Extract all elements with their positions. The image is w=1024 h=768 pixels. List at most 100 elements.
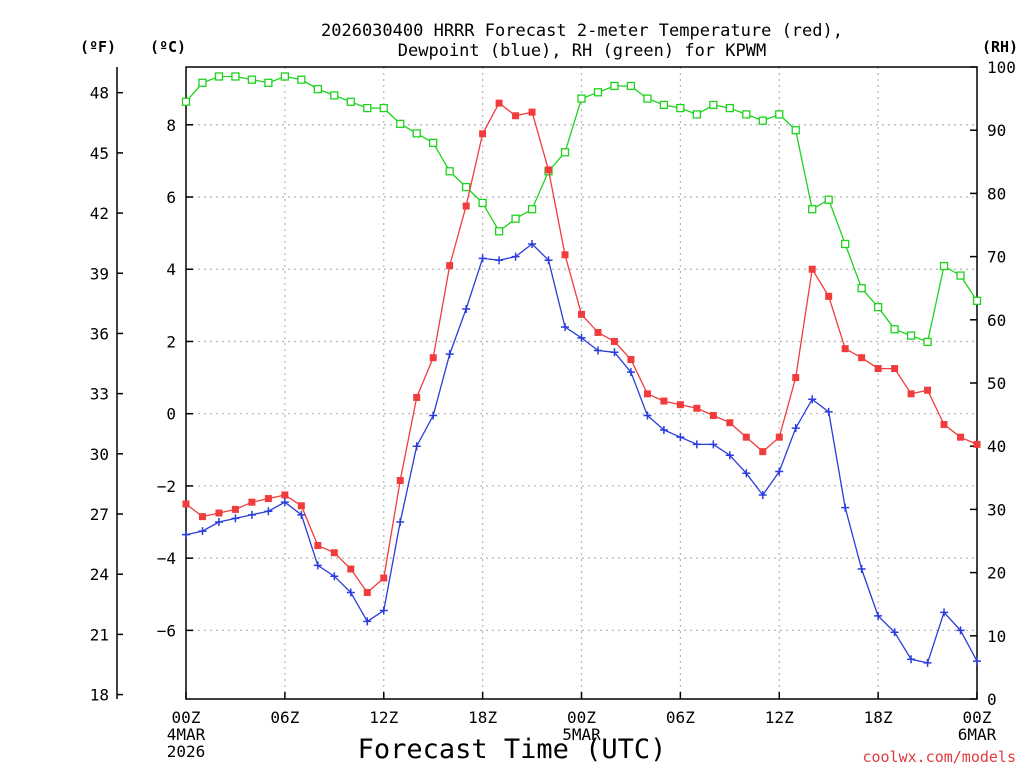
dewpoint-point	[824, 407, 833, 416]
fahrenheit-tick-label: 18	[90, 686, 109, 705]
rh-point	[511, 214, 520, 223]
temperature-point	[957, 433, 965, 441]
fahrenheit-tick-label: 36	[90, 324, 109, 343]
x-tick-label: 06Z	[270, 708, 299, 727]
rh-point	[775, 110, 784, 119]
dewpoint-point	[429, 411, 438, 420]
dewpoint-point	[511, 252, 520, 261]
dewpoint-point	[643, 411, 652, 420]
dewpoint-point	[231, 514, 240, 523]
rh-point	[560, 148, 570, 157]
celsius-tick-label: 4	[166, 260, 176, 279]
temperature-point	[413, 393, 421, 401]
fahrenheit-tick-label: 42	[90, 204, 109, 223]
rh-tick-label: 90	[987, 121, 1006, 140]
dewpoint-point	[676, 433, 685, 442]
temperature-point	[231, 505, 239, 513]
celsius-tick-label: −2	[157, 477, 176, 496]
rh-point	[972, 296, 982, 305]
rh-tick-label: 70	[987, 248, 1006, 267]
temperature-point	[693, 404, 701, 412]
rh-point	[297, 75, 306, 84]
dewpoint-point	[907, 655, 916, 664]
fahrenheit-tick-label: 30	[90, 445, 109, 464]
rh-point	[478, 198, 487, 208]
temperature-point	[775, 433, 783, 441]
temperature-point	[215, 509, 223, 517]
temperature-point	[841, 345, 849, 353]
temperature-point	[347, 565, 355, 573]
dewpoint-point	[923, 658, 932, 667]
rh-point	[198, 78, 207, 87]
rh-point	[247, 75, 257, 84]
dewpoint-point	[874, 611, 883, 620]
x-tick-label: 18Z	[468, 708, 497, 727]
temperature-point	[363, 588, 371, 596]
dewpoint-point	[528, 239, 537, 248]
temperature-point	[314, 542, 322, 550]
dewpoint-point	[725, 451, 734, 460]
fahrenheit-tick-label: 39	[90, 264, 109, 283]
temperature-point	[594, 328, 602, 336]
rh-tick-label: 10	[987, 627, 1006, 646]
temperature-point	[182, 500, 190, 508]
temperature-point	[495, 99, 503, 107]
dewpoint-point	[462, 304, 471, 313]
rh-point	[610, 81, 619, 91]
rh-point	[527, 205, 537, 214]
temperature-point	[940, 421, 948, 429]
dewpoint-point	[280, 498, 289, 507]
rh-tick-label: 30	[987, 500, 1006, 519]
temperature-point	[479, 130, 487, 138]
dewpoint-point	[214, 518, 223, 527]
x-tick-date-label: 6MAR	[958, 725, 997, 744]
temperature-point	[742, 433, 750, 441]
axis-layer: 1821242730333639424548−6−4−2024680102030…	[90, 58, 1016, 761]
dewpoint-point	[692, 440, 701, 449]
rh-point	[445, 167, 454, 176]
temperature-point	[248, 498, 256, 506]
rh-point	[676, 103, 685, 113]
temperature-point	[528, 108, 536, 116]
rh-point	[593, 88, 603, 97]
x-tick-label: 00Z	[963, 708, 992, 727]
temperature-point	[198, 513, 206, 521]
rh-point	[742, 110, 751, 119]
dewpoint-point	[478, 254, 487, 263]
dewpoint-point	[742, 469, 751, 478]
dewpoint-point	[577, 333, 586, 342]
fahrenheit-axis-unit: (ºF)	[80, 38, 116, 56]
dewpoint-point	[890, 628, 899, 637]
temperature-point	[643, 390, 651, 398]
fahrenheit-tick-label: 27	[90, 505, 109, 524]
temperature-point	[907, 390, 915, 398]
rh-point	[577, 94, 586, 103]
rh-tick-label: 80	[987, 184, 1006, 203]
chart-title-line1: 2026030400 HRRR Forecast 2-meter Tempera…	[321, 21, 843, 41]
fahrenheit-tick-label: 48	[90, 84, 109, 103]
rh-point	[659, 100, 669, 110]
temperature-point	[545, 166, 553, 174]
rh-point	[808, 205, 817, 214]
celsius-tick-label: 2	[166, 332, 176, 351]
temperature-point	[858, 354, 866, 362]
rh-tick-label: 60	[987, 311, 1006, 330]
dewpoint-point	[561, 323, 570, 332]
dewpoint-point	[313, 561, 322, 570]
temperature-point	[924, 386, 932, 394]
celsius-tick-label: −6	[157, 621, 176, 640]
x-tick-date-label: 4MAR	[167, 725, 206, 744]
rh-tick-label: 100	[987, 58, 1016, 77]
dewpoint-point	[544, 256, 553, 265]
x-tick-date-label: 5MAR	[562, 725, 601, 744]
rh-axis-unit: (RH)	[982, 38, 1018, 56]
x-tick-label: 00Z	[172, 708, 201, 727]
dewpoint-point	[709, 440, 718, 449]
temperature-point	[660, 397, 668, 405]
temperature-point	[264, 495, 272, 503]
rh-point	[758, 116, 767, 125]
dewpoint-point	[940, 608, 949, 617]
celsius-tick-label: 0	[166, 405, 176, 424]
temperature-point	[610, 337, 618, 345]
